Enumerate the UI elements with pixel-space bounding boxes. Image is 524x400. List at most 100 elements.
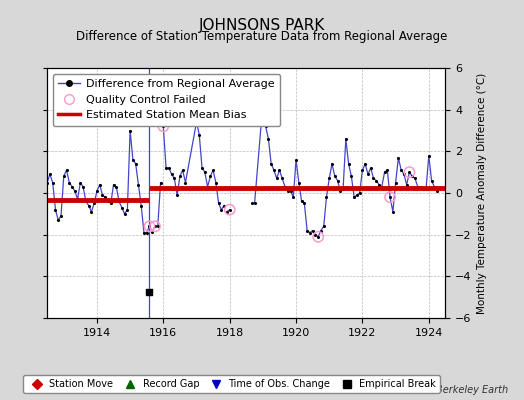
Point — [422, 186, 430, 192]
Point — [408, 173, 417, 180]
Point — [112, 184, 121, 190]
Point — [217, 206, 226, 213]
Point — [62, 167, 71, 173]
Point — [267, 161, 276, 167]
Legend: Station Move, Record Gap, Time of Obs. Change, Empirical Break: Station Move, Record Gap, Time of Obs. C… — [23, 375, 440, 393]
Point — [355, 190, 364, 196]
Point — [419, 186, 428, 192]
Point — [29, 192, 38, 198]
Point — [361, 161, 369, 167]
Point — [358, 167, 367, 173]
Point — [289, 194, 298, 200]
Point — [26, 175, 35, 182]
Point — [82, 198, 90, 204]
Point — [156, 179, 165, 186]
Point — [168, 171, 176, 178]
Point — [110, 182, 118, 188]
Point — [68, 184, 77, 190]
Point — [405, 169, 413, 175]
Point — [181, 179, 190, 186]
Point — [225, 206, 234, 213]
Point — [383, 167, 391, 173]
Point — [225, 206, 234, 213]
Point — [367, 165, 375, 171]
Point — [281, 184, 289, 190]
Text: Berkeley Earth: Berkeley Earth — [436, 385, 508, 395]
Point — [325, 175, 333, 182]
Point — [386, 194, 394, 200]
Point — [79, 184, 88, 190]
Point — [54, 217, 62, 223]
Point — [93, 188, 101, 194]
Point — [342, 136, 350, 142]
Point — [137, 202, 145, 209]
Point — [264, 136, 272, 142]
Point — [134, 182, 143, 188]
Point — [65, 179, 73, 186]
Point — [170, 175, 179, 182]
Point — [424, 152, 433, 159]
Point — [433, 188, 441, 194]
Point — [159, 123, 168, 130]
Point — [95, 182, 104, 188]
Point — [104, 198, 112, 204]
Point — [192, 119, 201, 125]
Point — [344, 161, 353, 167]
Point — [129, 156, 137, 163]
Point — [394, 154, 402, 161]
Point — [248, 200, 256, 207]
Point — [99, 192, 107, 198]
Point — [151, 223, 159, 230]
Point — [278, 175, 287, 182]
Point — [375, 182, 383, 188]
Point — [322, 194, 331, 200]
Point — [397, 167, 406, 173]
Point — [411, 175, 419, 182]
Point — [209, 167, 217, 173]
Point — [259, 100, 267, 107]
Point — [145, 223, 154, 230]
Point — [298, 198, 306, 204]
Point — [320, 223, 328, 230]
Point — [73, 196, 82, 202]
Point — [159, 123, 168, 130]
Point — [203, 184, 212, 190]
Point — [353, 192, 361, 198]
Point — [51, 206, 60, 213]
Point — [84, 202, 93, 209]
Point — [250, 200, 259, 207]
Legend: Difference from Regional Average, Quality Control Failed, Estimated Station Mean: Difference from Regional Average, Qualit… — [53, 74, 280, 126]
Point — [220, 202, 228, 209]
Point — [40, 194, 49, 200]
Point — [35, 198, 43, 204]
Point — [101, 194, 110, 200]
Point — [378, 184, 386, 190]
Point — [46, 171, 54, 178]
Point — [283, 188, 292, 194]
Point — [106, 200, 115, 207]
Point — [372, 177, 380, 184]
Point — [430, 184, 439, 190]
Point — [148, 228, 157, 235]
Point — [118, 204, 126, 211]
Point — [417, 184, 425, 190]
Point — [198, 165, 206, 171]
Point — [386, 194, 394, 200]
Point — [389, 208, 397, 215]
Point — [294, 179, 303, 186]
Point — [428, 177, 436, 184]
Point — [309, 227, 317, 234]
Point — [145, 223, 154, 230]
Point — [413, 184, 422, 190]
Point — [391, 179, 400, 186]
Point — [154, 223, 162, 230]
Point — [311, 232, 320, 238]
Point — [145, 289, 154, 295]
Point — [57, 213, 65, 219]
Point — [223, 208, 231, 215]
Point — [162, 165, 170, 171]
Point — [176, 173, 184, 180]
Point — [49, 179, 57, 186]
Point — [275, 167, 283, 173]
Point — [286, 188, 294, 194]
